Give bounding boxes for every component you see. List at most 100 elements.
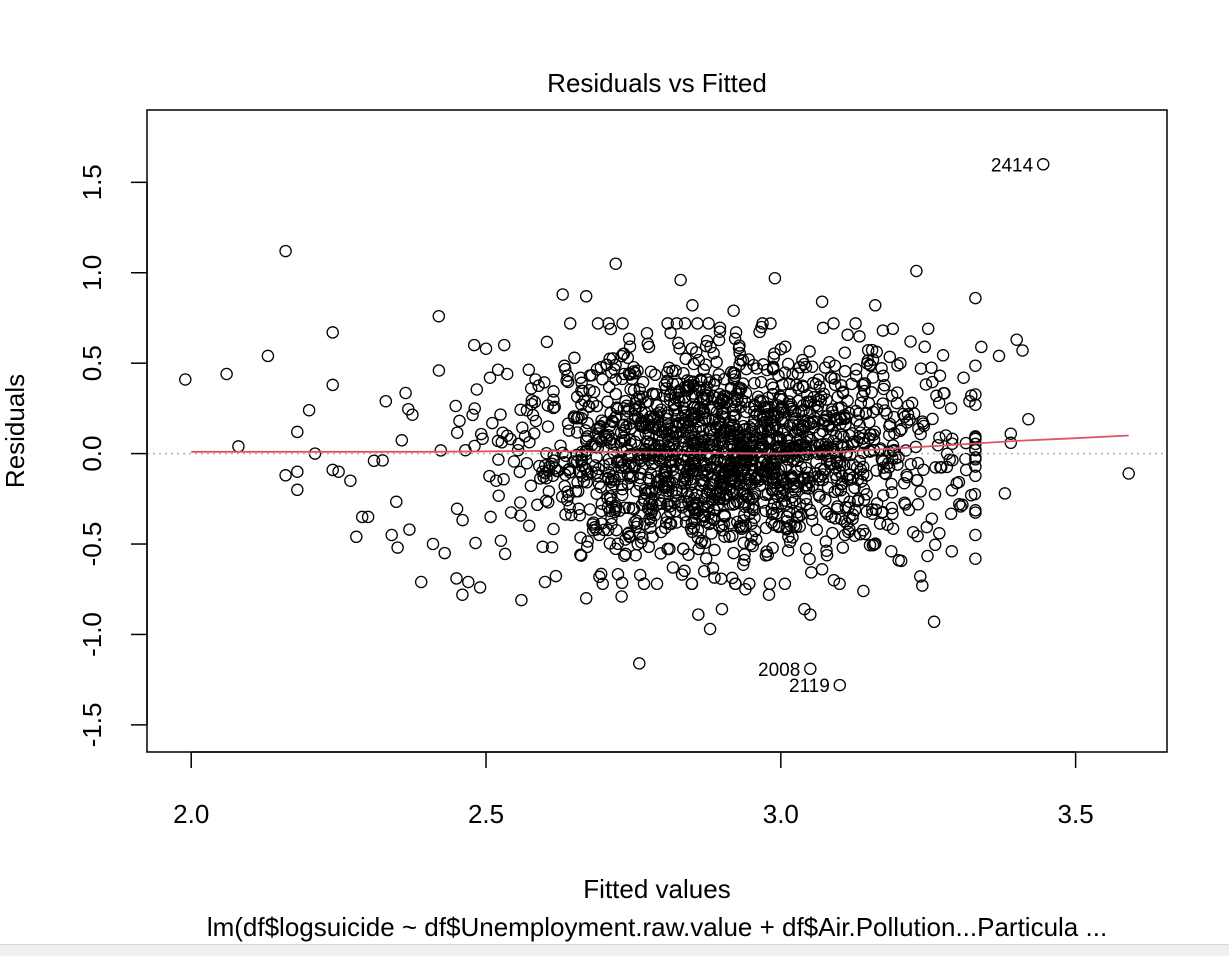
residual-point <box>829 512 842 525</box>
residual-point <box>355 510 369 524</box>
residual-point <box>570 426 584 439</box>
residual-point <box>574 531 587 544</box>
points-layer <box>179 244 1135 670</box>
residual-point <box>957 371 970 384</box>
residual-point <box>547 393 560 407</box>
residual-point <box>730 470 744 483</box>
residual-point <box>821 420 835 433</box>
residual-point <box>326 326 339 339</box>
residual-point <box>689 507 702 520</box>
residual-point <box>661 366 674 379</box>
residual-point <box>726 529 739 543</box>
residual-point <box>631 364 644 377</box>
residual-point <box>604 489 617 503</box>
residual-point <box>727 418 740 431</box>
residual-point <box>857 584 870 598</box>
residual-point <box>709 444 722 457</box>
residual-point <box>665 424 678 438</box>
residual-point <box>768 347 781 360</box>
residual-point <box>891 359 904 372</box>
residual-point <box>602 380 616 394</box>
residual-point <box>778 494 791 507</box>
residual-point <box>350 530 363 544</box>
residual-point <box>450 572 463 585</box>
residual-point <box>704 340 717 354</box>
residual-point <box>762 588 776 601</box>
residual-point <box>578 461 592 475</box>
residual-point <box>893 424 907 438</box>
residual-point <box>367 454 381 468</box>
residual-point <box>642 453 656 467</box>
residual-point <box>698 536 712 549</box>
residual-point <box>969 359 982 372</box>
residual-point <box>849 317 862 330</box>
residual-point <box>847 435 861 449</box>
residual-point <box>1016 344 1029 357</box>
residual-point <box>497 338 511 352</box>
residual-point <box>575 376 588 390</box>
residual-point <box>748 472 761 486</box>
residual-point <box>786 490 799 504</box>
residual-point <box>548 400 561 414</box>
residual-point <box>964 488 978 502</box>
residual-point <box>745 439 758 452</box>
residual-point <box>594 361 608 374</box>
residual-point <box>540 446 553 460</box>
residual-point <box>332 465 345 478</box>
residual-point <box>540 335 554 349</box>
residual-point <box>834 484 848 497</box>
residual-point <box>778 366 792 379</box>
residual-point <box>633 383 646 396</box>
residual-point <box>395 434 409 447</box>
residual-point <box>658 378 672 392</box>
residual-point <box>522 363 536 377</box>
residual-point <box>820 544 833 557</box>
residual-point <box>574 371 587 385</box>
residual-point <box>768 271 782 285</box>
residual-point <box>778 577 792 591</box>
residual-point <box>956 498 969 512</box>
residual-point <box>687 501 700 515</box>
residual-point <box>747 498 760 512</box>
residual-point <box>904 457 918 471</box>
residual-point <box>624 383 637 396</box>
point-id-label: 2119 <box>789 676 830 697</box>
residual-point <box>1004 427 1018 440</box>
residual-point <box>718 510 731 523</box>
y-tick-label: 0.5 <box>77 345 107 381</box>
residual-point <box>853 330 866 343</box>
residual-point <box>753 440 766 454</box>
residual-point <box>718 530 731 543</box>
residual-point <box>568 351 581 365</box>
residual-point <box>563 317 577 330</box>
residual-point <box>661 317 674 330</box>
residual-point <box>835 379 848 392</box>
residual-point <box>795 423 809 436</box>
residual-point <box>668 403 681 417</box>
residual-point <box>654 403 668 416</box>
residual-point <box>261 349 275 363</box>
residual-point <box>786 531 799 544</box>
residual-point <box>746 539 760 553</box>
residual-point <box>344 474 357 487</box>
residual-point <box>476 432 489 445</box>
residual-point <box>643 512 656 526</box>
residual-point <box>621 527 635 541</box>
residual-point <box>782 530 795 543</box>
residual-point <box>621 405 635 418</box>
residual-point <box>736 558 750 571</box>
residual-point <box>602 428 615 442</box>
residual-point <box>901 407 915 421</box>
residual-point <box>613 436 627 449</box>
residual-point <box>470 383 484 396</box>
residual-point <box>738 462 751 476</box>
residual-point <box>486 416 499 430</box>
residual-point <box>770 408 783 422</box>
residual-point <box>826 526 839 540</box>
residual-point <box>696 392 710 406</box>
residual-point <box>456 588 469 601</box>
residual-point <box>697 404 711 418</box>
residual-point <box>624 367 637 381</box>
residual-point <box>803 345 816 358</box>
residual-point <box>753 325 766 339</box>
